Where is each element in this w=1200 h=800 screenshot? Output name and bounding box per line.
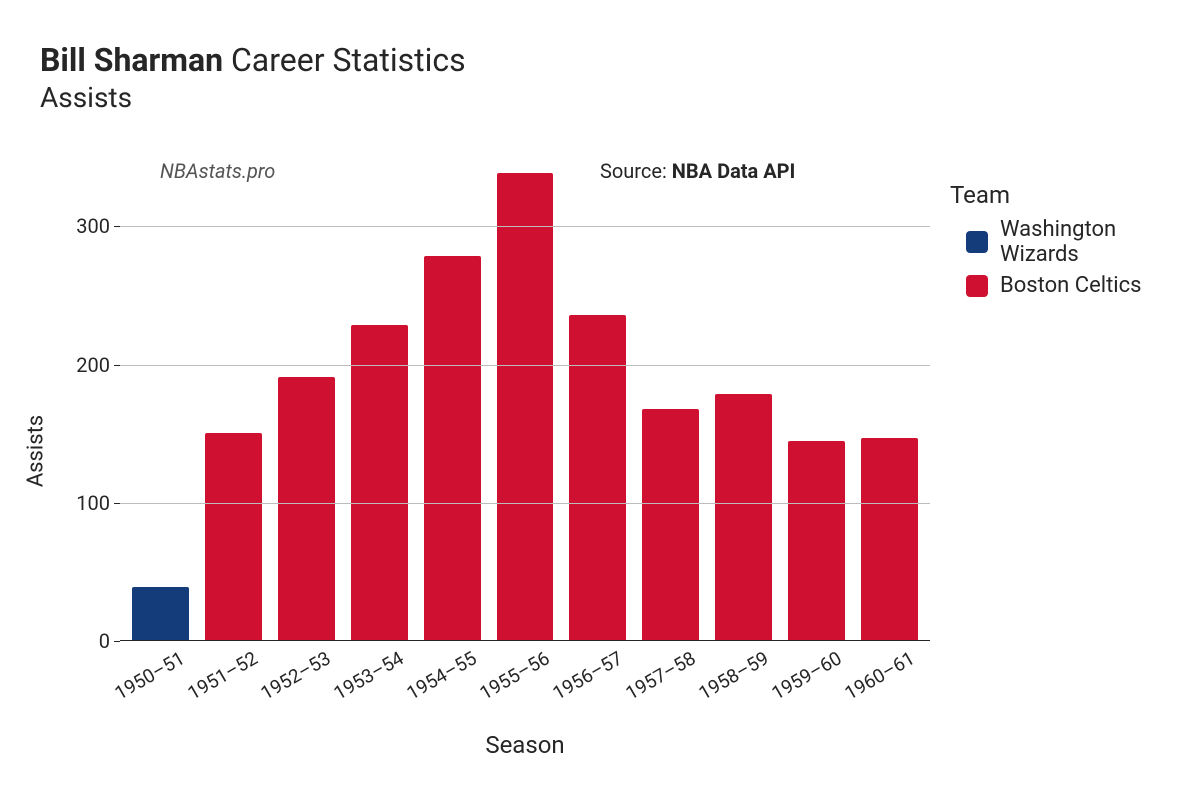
x-tick-label: 1959–60 xyxy=(760,634,845,704)
bar-slot: 1952–53 xyxy=(270,171,343,640)
bar xyxy=(861,438,918,640)
legend-swatch xyxy=(966,231,988,253)
bar xyxy=(278,377,335,640)
chart-area: NBAstats.pro Source: NBA Data API Assist… xyxy=(40,141,1160,761)
bar-slot: 1951–52 xyxy=(197,171,270,640)
legend-label: Washington Wizards xyxy=(1000,217,1160,267)
x-tick-label: 1954–55 xyxy=(396,634,481,704)
x-tick-label: 1951–52 xyxy=(177,634,262,704)
bar-slot: 1955–56 xyxy=(489,171,562,640)
y-tick-mark xyxy=(114,503,120,504)
bar xyxy=(497,173,554,640)
x-tick-label: 1957–58 xyxy=(614,634,699,704)
legend-items: Washington Wizards Boston Celtics xyxy=(950,217,1160,298)
y-tick-mark xyxy=(114,226,120,227)
bar-slot: 1950–51 xyxy=(124,171,197,640)
bar xyxy=(642,409,699,640)
legend: Team Washington Wizards Boston Celtics xyxy=(950,181,1160,304)
bar xyxy=(351,325,408,640)
x-tick-label: 1953–54 xyxy=(323,634,408,704)
y-tick-mark xyxy=(114,365,120,366)
bar xyxy=(205,433,262,640)
bars-group: 1950–511951–521952–531953–541954–551955–… xyxy=(120,171,930,640)
bar xyxy=(788,441,845,640)
x-tick-label: 1960–61 xyxy=(833,634,918,704)
y-axis-label: Assists xyxy=(24,415,49,487)
y-tick-mark xyxy=(114,641,120,642)
x-tick-label: 1956–57 xyxy=(542,634,627,704)
bar-slot: 1954–55 xyxy=(416,171,489,640)
bar xyxy=(424,256,481,640)
bar xyxy=(132,587,189,640)
legend-title: Team xyxy=(950,181,1160,209)
bar xyxy=(715,394,772,640)
bar-slot: 1953–54 xyxy=(343,171,416,640)
chart-subtitle: Assists xyxy=(40,80,1160,115)
bar-slot: 1960–61 xyxy=(853,171,926,640)
title-block: Bill Sharman Career Statistics Assists xyxy=(40,40,1160,115)
bar-slot: 1957–58 xyxy=(634,171,707,640)
bar-slot: 1959–60 xyxy=(780,171,853,640)
x-tick-label: 1955–56 xyxy=(469,634,554,704)
legend-label: Boston Celtics xyxy=(1000,273,1142,298)
legend-swatch xyxy=(966,275,988,297)
player-name: Bill Sharman xyxy=(40,41,223,79)
bar-slot: 1958–59 xyxy=(707,171,780,640)
plot-region: 1950–511951–521952–531953–541954–551955–… xyxy=(120,171,930,641)
legend-item: Washington Wizards xyxy=(950,217,1160,267)
x-tick-label: 1952–53 xyxy=(250,634,335,704)
bar-slot: 1956–57 xyxy=(561,171,634,640)
gridline xyxy=(120,503,930,504)
title-rest: Career Statistics xyxy=(231,41,466,79)
x-tick-label: 1958–59 xyxy=(687,634,772,704)
chart-container: Bill Sharman Career Statistics Assists N… xyxy=(0,0,1200,800)
gridline xyxy=(120,365,930,366)
x-axis-label: Season xyxy=(120,731,930,759)
chart-title: Bill Sharman Career Statistics xyxy=(40,40,1160,80)
legend-item: Boston Celtics xyxy=(950,273,1160,298)
gridline xyxy=(120,226,930,227)
